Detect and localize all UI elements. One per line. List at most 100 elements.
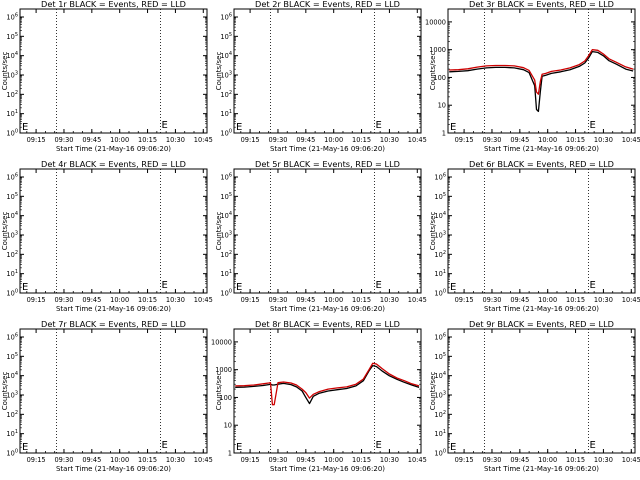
det-1r-ytick-label: 101 <box>6 109 18 118</box>
det-7r-ytick-label: 102 <box>6 410 18 419</box>
det-5r-ytick-label: 102 <box>220 250 232 259</box>
det-5r-ytick-label: 103 <box>220 231 232 240</box>
det-5r-xtick-label: 10:00 <box>324 296 343 304</box>
det-9r-xlabel: Start Time (21-May-16 09:06:20) <box>484 465 599 473</box>
det-4r-ylabel: Counts/sec <box>1 212 9 251</box>
det-6r-ytick-label: 103 <box>434 231 446 240</box>
det-3r-xlabel: Start Time (21-May-16 09:06:20) <box>484 145 599 153</box>
det-5r-xtick-label: 09:30 <box>268 296 287 304</box>
det-9r-xtick-label: 09:30 <box>482 456 501 464</box>
det-9r-frame <box>447 328 636 454</box>
det-3r-marker: E <box>590 120 596 131</box>
det-3r-title: Det 3r BLACK = Events, RED = LLD <box>469 0 614 9</box>
det-3r-ytick-label: 10 <box>438 102 446 110</box>
det-4r-xtick-label: 09:15 <box>27 296 46 304</box>
det-3r-ytick-label: 1 <box>442 130 446 138</box>
det-7r-xtick-label: 10:30 <box>166 456 185 464</box>
det-6r-ytick-label: 104 <box>434 211 446 220</box>
det-5r-title: Det 5r BLACK = Events, RED = LLD <box>255 159 400 169</box>
det-8r-ylabel: Counts/sec <box>215 372 223 411</box>
det-4r-xtick-label: 09:45 <box>82 296 101 304</box>
det-7r-xtick-label: 10:45 <box>194 456 213 464</box>
det-9r-xtick-label: 10:30 <box>594 456 613 464</box>
det-8r-frame <box>233 328 422 454</box>
det-1r-panel: Det 1r BLACK = Events, RED = LLD 09:15 09:… <box>1 0 213 153</box>
det-4r-marker: E <box>162 280 168 291</box>
det-5r-frame <box>233 168 422 294</box>
det-6r-xtick-label: 10:15 <box>566 296 585 304</box>
det-3r-ytick-label: 100 <box>433 74 446 82</box>
det-4r-title: Det 4r BLACK = Events, RED = LLD <box>41 159 186 169</box>
det-4r-ytick-label: 101 <box>6 269 18 278</box>
det-7r-ytick-label: 101 <box>6 429 18 438</box>
det-1r-ytick-label: 106 <box>6 13 18 22</box>
det-7r-xtick-label: 09:15 <box>27 456 46 464</box>
det-3r-ytick-label: 10000 <box>425 18 446 26</box>
det-8r-ytick-label: 10 <box>224 422 232 430</box>
det-5r-ytick-label: 105 <box>220 192 232 201</box>
det-8r-ytick-label: 100 <box>219 394 232 402</box>
det-9r-ylabel: Counts/sec <box>429 372 437 411</box>
det-3r-xtick-label: 10:30 <box>594 136 613 144</box>
det-9r-ytick-label: 103 <box>434 391 446 400</box>
det-1r-xtick-label: 09:15 <box>27 136 46 144</box>
det-7r-ytick-label: 106 <box>6 333 18 342</box>
det-1r-marker: E <box>162 120 168 131</box>
det-5r-panel: Det 5r BLACK = Events, RED = LLD 09:15 09:… <box>215 159 427 313</box>
det-1r-frame <box>19 8 208 134</box>
det-3r-xtick-label: 09:30 <box>482 136 501 144</box>
det-7r-ytick-label: 100 <box>6 449 18 458</box>
det-1r-xtick-label: 09:45 <box>82 136 101 144</box>
det-5r-ylabel: Counts/sec <box>215 212 223 251</box>
det-2r-xlabel: Start Time (21-May-16 09:06:20) <box>270 145 385 153</box>
det-2r-ylabel: Counts/sec <box>215 52 223 91</box>
det-8r-xtick-label: 09:30 <box>268 456 287 464</box>
det-5r-marker: E <box>376 280 382 291</box>
det-8r-marker: E <box>236 442 242 453</box>
det-1r-ytick-label: 102 <box>6 90 18 99</box>
det-5r-ytick-label: 106 <box>220 173 232 182</box>
det-8r-marker: E <box>376 440 382 451</box>
det-6r-ytick-label: 106 <box>434 173 446 182</box>
det-6r-xtick-label: 10:30 <box>594 296 613 304</box>
det-2r-marker: E <box>376 120 382 131</box>
det-1r-xtick-label: 10:15 <box>138 136 157 144</box>
det-9r-xtick-label: 09:15 <box>455 456 474 464</box>
det-7r-xtick-label: 09:30 <box>54 456 73 464</box>
det-5r-xtick-label: 10:30 <box>380 296 399 304</box>
det-2r-marker: E <box>236 122 242 133</box>
det-6r-ytick-label: 100 <box>434 289 446 298</box>
det-4r-ytick-label: 106 <box>6 173 18 182</box>
det-5r-xtick-label: 10:45 <box>408 296 427 304</box>
det-5r-xtick-label: 10:15 <box>352 296 371 304</box>
det-9r-ytick-label: 104 <box>434 371 446 380</box>
det-3r-marker: E <box>450 122 456 133</box>
det-4r-marker: E <box>22 282 28 293</box>
det-8r-xtick-label: 10:45 <box>408 456 427 464</box>
det-7r-panel: Det 7r BLACK = Events, RED = LLD 09:15 09:… <box>1 319 213 473</box>
det-6r-ytick-label: 105 <box>434 192 446 201</box>
det-8r-xtick-label: 10:00 <box>324 456 343 464</box>
det-6r-xtick-label: 10:00 <box>538 296 557 304</box>
det-6r-marker: E <box>450 282 456 293</box>
det-3r-xtick-label: 10:15 <box>566 136 585 144</box>
det-2r-panel: Det 2r BLACK = Events, RED = LLD 09:15 09:… <box>215 0 427 153</box>
det-8r-xtick-label: 10:15 <box>352 456 371 464</box>
det-6r-marker: E <box>590 280 596 291</box>
det-5r-xtick-label: 09:15 <box>241 296 260 304</box>
det-2r-xtick-label: 09:45 <box>296 136 315 144</box>
det-9r-ytick-label: 102 <box>434 410 446 419</box>
det-2r-xtick-label: 10:45 <box>408 136 427 144</box>
det-7r-xlabel: Start Time (21-May-16 09:06:20) <box>56 465 171 473</box>
det-4r-xtick-label: 10:00 <box>110 296 129 304</box>
det-9r-marker: E <box>590 440 596 451</box>
det-6r-xtick-label: 09:45 <box>510 296 529 304</box>
det-5r-ytick-label: 100 <box>220 289 232 298</box>
det-3r-ylabel: Counts/sec <box>429 52 437 91</box>
det-8r-ytick-label: 1 <box>228 450 232 458</box>
det-8r-panel: Det 8r BLACK = Events, RED = LLD 09:15 09:… <box>211 319 427 473</box>
det-2r-xtick-label: 10:15 <box>352 136 371 144</box>
det-2r-ytick-label: 100 <box>220 129 232 138</box>
det-4r-panel: Det 4r BLACK = Events, RED = LLD 09:15 09:… <box>1 159 213 313</box>
